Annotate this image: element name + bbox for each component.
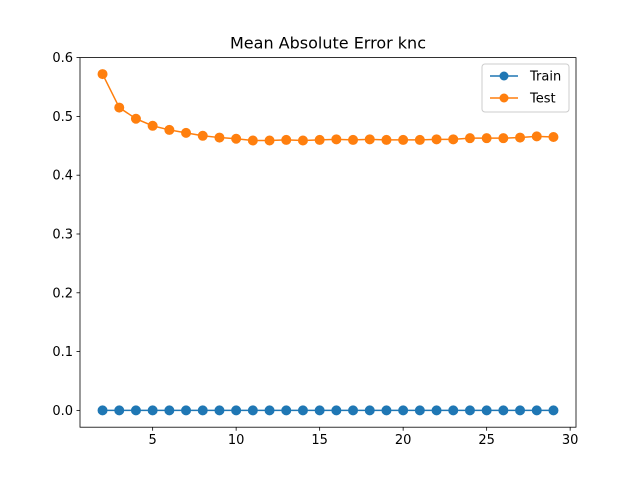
chart-title: Mean Absolute Error knc xyxy=(230,34,426,53)
data-point-train xyxy=(381,405,392,416)
data-point-train xyxy=(297,405,308,416)
data-point-test xyxy=(247,135,258,146)
y-tick-label: 0.6 xyxy=(52,51,73,66)
data-point-test xyxy=(431,134,442,145)
data-point-test xyxy=(515,132,526,143)
data-point-train xyxy=(281,405,292,416)
y-tick-label: 0.2 xyxy=(52,286,73,301)
data-point-train xyxy=(331,405,342,416)
data-point-train xyxy=(97,405,108,416)
plot-area: 5 10 15 20 25 30 0.0 0.1 0.2 0.3 0.4 0.5 0.6 Train Tes… xyxy=(52,51,578,448)
data-point-train xyxy=(448,405,459,416)
y-tick-label: 0.3 xyxy=(52,227,73,242)
data-point-test xyxy=(164,124,175,135)
data-point-test xyxy=(531,131,542,142)
x-tick-label: 25 xyxy=(478,433,495,448)
data-point-test xyxy=(231,133,242,144)
legend-marker-train xyxy=(499,71,509,81)
data-point-test xyxy=(97,69,108,80)
data-point-train xyxy=(414,405,425,416)
y-tick-label: 0.1 xyxy=(52,345,73,360)
data-point-test xyxy=(331,134,342,145)
data-point-test xyxy=(281,134,292,145)
data-point-train xyxy=(548,405,559,416)
data-point-test xyxy=(464,133,475,144)
data-point-test xyxy=(348,134,359,145)
x-tick-label: 20 xyxy=(395,433,412,448)
data-point-train xyxy=(515,405,526,416)
legend: Train Test xyxy=(481,63,570,113)
data-point-test xyxy=(264,135,275,146)
legend-label-test: Test xyxy=(529,92,556,107)
data-point-train xyxy=(214,405,225,416)
x-tick-label: 15 xyxy=(311,433,328,448)
data-point-train xyxy=(147,405,158,416)
data-point-train xyxy=(398,405,409,416)
data-point-train xyxy=(348,405,359,416)
data-point-test xyxy=(364,134,375,145)
data-point-train xyxy=(264,405,275,416)
data-point-train xyxy=(114,405,125,416)
data-point-test xyxy=(398,134,409,145)
data-point-test xyxy=(498,133,509,144)
data-point-train xyxy=(314,405,325,416)
data-point-test xyxy=(548,131,559,142)
data-point-test xyxy=(114,102,125,113)
data-point-test xyxy=(197,130,208,141)
data-point-train xyxy=(247,405,258,416)
y-tick-label: 0.0 xyxy=(52,404,73,419)
y-tick-label: 0.4 xyxy=(52,169,73,184)
data-point-train xyxy=(130,405,141,416)
data-point-test xyxy=(381,134,392,145)
data-point-train xyxy=(464,405,475,416)
data-point-test xyxy=(448,134,459,145)
data-point-train xyxy=(531,405,542,416)
data-point-train xyxy=(231,405,242,416)
data-point-train xyxy=(181,405,192,416)
x-tick-label: 30 xyxy=(562,433,579,448)
legend-marker-test xyxy=(499,93,509,103)
x-tick-label: 5 xyxy=(149,433,157,448)
axes-frame xyxy=(79,57,577,428)
data-point-train xyxy=(164,405,175,416)
data-point-test xyxy=(314,134,325,145)
data-point-train xyxy=(197,405,208,416)
data-point-test xyxy=(130,113,141,124)
data-point-train xyxy=(498,405,509,416)
data-point-test xyxy=(181,127,192,138)
series-line-test xyxy=(101,73,554,142)
x-tick-label: 10 xyxy=(228,433,245,448)
data-point-test xyxy=(481,133,492,144)
legend-label-train: Train xyxy=(529,70,561,85)
data-point-train xyxy=(364,405,375,416)
data-point-test xyxy=(414,134,425,145)
data-point-test xyxy=(214,132,225,143)
y-tick-label: 0.5 xyxy=(52,110,73,125)
data-point-test xyxy=(297,135,308,146)
data-point-train xyxy=(431,405,442,416)
data-point-test xyxy=(147,120,158,131)
data-point-train xyxy=(481,405,492,416)
